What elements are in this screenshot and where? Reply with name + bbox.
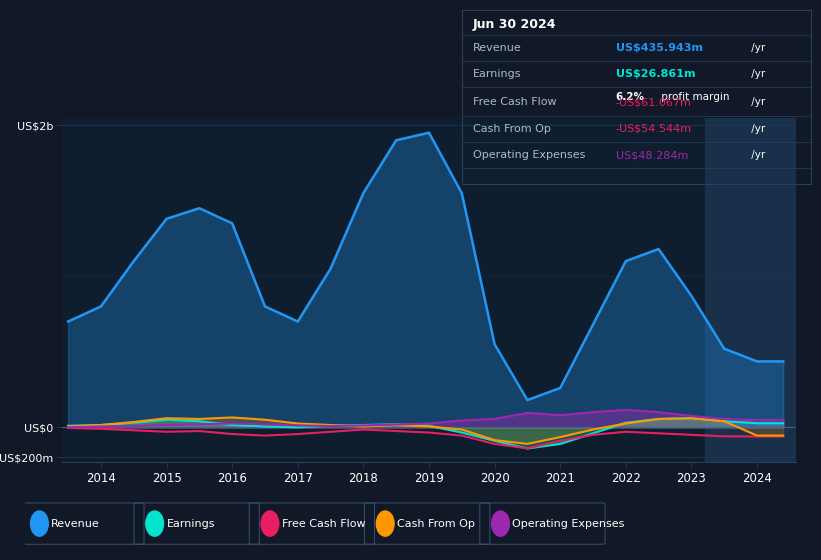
Text: US$435.943m: US$435.943m [616, 43, 703, 53]
Text: profit margin: profit margin [658, 92, 729, 102]
Text: /yr: /yr [749, 124, 766, 134]
Text: -US$61.067m: -US$61.067m [616, 97, 691, 107]
Text: Cash From Op: Cash From Op [397, 519, 475, 529]
Text: Operating Expenses: Operating Expenses [512, 519, 625, 529]
Text: Earnings: Earnings [167, 519, 215, 529]
Text: Revenue: Revenue [51, 519, 100, 529]
Text: -US$54.544m: -US$54.544m [616, 124, 692, 134]
Text: US$48.284m: US$48.284m [616, 150, 688, 160]
Text: Earnings: Earnings [473, 69, 521, 80]
Text: /yr: /yr [749, 69, 766, 80]
Text: Revenue: Revenue [473, 43, 521, 53]
Ellipse shape [146, 511, 163, 536]
Ellipse shape [492, 511, 509, 536]
Text: Jun 30 2024: Jun 30 2024 [473, 18, 556, 31]
Text: 6.2%: 6.2% [616, 92, 644, 102]
Text: /yr: /yr [749, 150, 766, 160]
Text: Operating Expenses: Operating Expenses [473, 150, 585, 160]
Ellipse shape [261, 511, 279, 536]
Text: Free Cash Flow: Free Cash Flow [282, 519, 365, 529]
Ellipse shape [30, 511, 48, 536]
Text: /yr: /yr [749, 43, 766, 53]
Text: Cash From Op: Cash From Op [473, 124, 551, 134]
Text: Free Cash Flow: Free Cash Flow [473, 97, 557, 107]
Ellipse shape [376, 511, 394, 536]
Bar [704, 118, 796, 462]
Text: /yr: /yr [749, 97, 766, 107]
Text: US$26.861m: US$26.861m [616, 69, 695, 80]
